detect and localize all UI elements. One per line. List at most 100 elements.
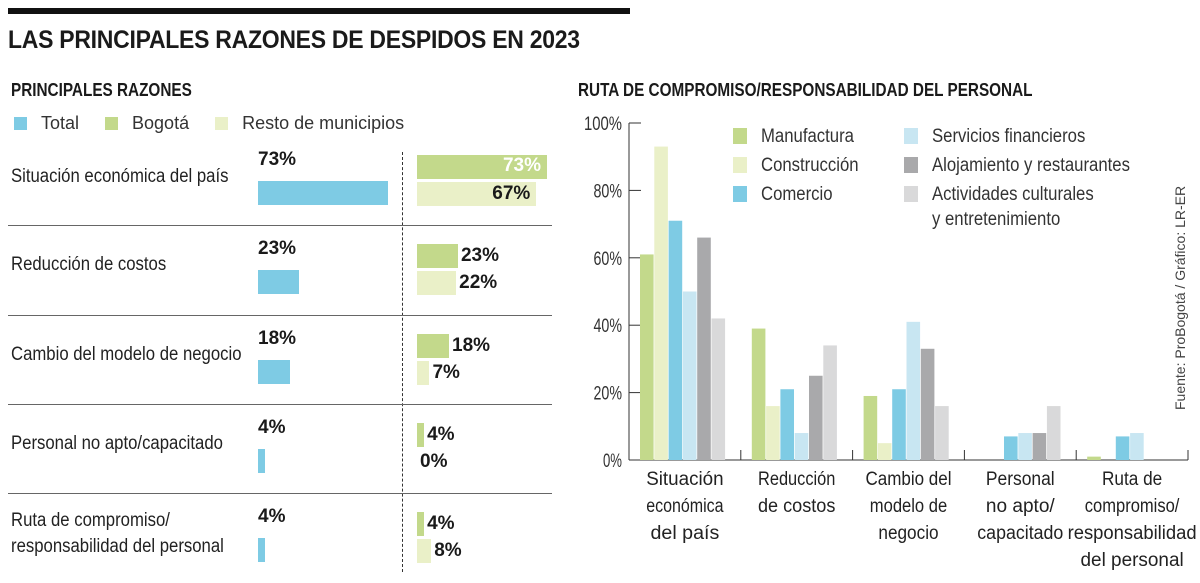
x-category-label: de costos	[758, 496, 835, 517]
total-bar	[258, 449, 266, 473]
legend-item: Construcción	[733, 153, 872, 178]
total-value-label: 23%	[258, 238, 297, 259]
x-category-label: responsabilidad	[1068, 523, 1197, 544]
page-title: LAS PRINCIPALES RAZONES DE DESPIDOS EN 2…	[8, 26, 580, 54]
bogota-bar	[417, 512, 425, 536]
total-bar	[258, 270, 299, 294]
row-label: Ruta de compromiso/responsabilidad del p…	[11, 510, 224, 557]
bar-manufactura	[1087, 456, 1101, 460]
total-value-label: 4%	[258, 417, 286, 438]
legend-swatch	[733, 186, 747, 202]
y-tick-label: 20%	[594, 384, 623, 405]
legend-item-total: Total	[14, 113, 79, 134]
x-category-label: capacitado	[977, 523, 1063, 544]
resto-bar	[417, 182, 537, 206]
bar-comercio	[668, 220, 683, 460]
bar-manufactura	[751, 328, 766, 460]
bar-actividades_culturales	[823, 345, 837, 460]
y-tick-label: 0%	[603, 451, 622, 472]
x-category-label: modelo de	[870, 496, 947, 517]
total-value-label: 73%	[258, 149, 297, 170]
bar-alojamiento	[920, 348, 935, 460]
legend-item-bogota: Bogotá	[105, 113, 189, 134]
y-tick-label: 80%	[594, 181, 623, 202]
x-category-label: Reducción	[758, 469, 835, 490]
bar-construccion	[877, 443, 892, 460]
bogota-value-label: 73%	[502, 155, 541, 176]
x-category-label: Situación	[646, 469, 723, 490]
bar-alojamiento	[809, 375, 823, 460]
row-label: Situación económica del país	[11, 166, 229, 187]
legend-label: Bogotá	[132, 113, 190, 133]
legend-item: Comercio	[733, 182, 842, 207]
legend-label: Total	[41, 113, 80, 133]
legend-label: Alojamiento y restaurantes	[932, 155, 1130, 176]
bar-actividades_culturales	[1046, 406, 1061, 460]
legend-label: Resto de municipios	[242, 113, 405, 133]
x-category-label: Ruta de	[1102, 469, 1162, 490]
bar-servicios_financieros	[1018, 433, 1032, 460]
bogota-bar	[417, 155, 547, 179]
x-category-label: no apto/	[986, 496, 1056, 517]
legend-item: Manufactura	[733, 124, 867, 149]
total-bar	[258, 538, 266, 562]
bar-alojamiento	[697, 237, 711, 460]
legend-item: Actividades culturales y entretenimiento	[904, 182, 1116, 232]
bogota-bar	[417, 423, 425, 447]
bar-actividades_culturales	[711, 318, 726, 460]
bogota-value-label: 23%	[460, 245, 499, 266]
bar-construccion	[654, 146, 668, 460]
bar-comercio	[1115, 436, 1130, 460]
legend-label: Comercio	[761, 184, 833, 205]
left-chart-row: Situación económica del país 73% 73% 67%	[0, 149, 552, 241]
bar-actividades_culturales	[935, 406, 949, 460]
left-chart-row: Ruta de compromiso/responsabilidad del p…	[0, 494, 552, 583]
total-value-label: 18%	[258, 328, 297, 349]
bar-comercio	[892, 389, 906, 460]
legend-swatch	[733, 157, 747, 173]
left-chart-row: Cambio del modelo de negocio 18% 18% 7%	[0, 316, 552, 405]
resto-bar	[417, 361, 430, 385]
total-value-label: 4%	[258, 506, 286, 527]
left-chart-row: Reducción de costos 23% 23% 22%	[0, 226, 552, 315]
total-bar	[258, 181, 388, 205]
x-category-label: Personal	[986, 469, 1055, 490]
bogota-value-label: 4%	[427, 424, 455, 445]
bogota-value-label: 4%	[427, 513, 455, 534]
bogota-bar	[417, 334, 450, 358]
left-chart-row: Personal no apto/capacitado 4% 4% 0%	[0, 405, 552, 494]
resto-value-label: 67%	[492, 183, 531, 204]
bar-servicios_financieros	[1130, 433, 1144, 460]
y-tick-label: 60%	[594, 249, 623, 270]
legend-item: Servicios financieros	[904, 124, 1106, 149]
bar-alojamiento	[1032, 433, 1047, 460]
resto-value-label: 8%	[434, 540, 462, 561]
legend-label: Construcción	[761, 155, 859, 176]
bar-construccion	[766, 406, 780, 460]
y-tick-label: 100%	[584, 114, 622, 135]
total-bar	[258, 360, 291, 384]
x-category-label: económica	[646, 496, 724, 517]
resto-value-label: 22%	[459, 272, 498, 293]
row-separator	[8, 404, 552, 405]
legend-label: Servicios financieros	[932, 126, 1086, 147]
left-chart-legend: Total Bogotá Resto de municipios	[14, 113, 430, 134]
x-category-label: del país	[651, 523, 720, 544]
title-rule	[8, 8, 630, 14]
resto-bar	[417, 539, 432, 563]
row-label: Cambio del modelo de negocio	[11, 344, 242, 365]
y-tick-label: 40%	[594, 316, 623, 337]
legend-swatch-total	[14, 117, 27, 130]
row-separator	[8, 225, 552, 226]
legend-swatch-bogota	[105, 117, 119, 130]
legend-swatch-resto	[215, 117, 229, 130]
legend-swatch	[904, 128, 918, 144]
row-separator	[8, 315, 552, 316]
x-category-label: Cambio del	[866, 469, 952, 490]
row-label: Reducción de costos	[11, 254, 167, 275]
source-credit: Fuente: ProBogotá / Gráfico: LR-ER	[1172, 185, 1188, 410]
bar-servicios_financieros	[906, 321, 921, 460]
bar-comercio	[1004, 436, 1018, 460]
legend-swatch	[733, 128, 747, 144]
legend-swatch	[904, 186, 918, 202]
